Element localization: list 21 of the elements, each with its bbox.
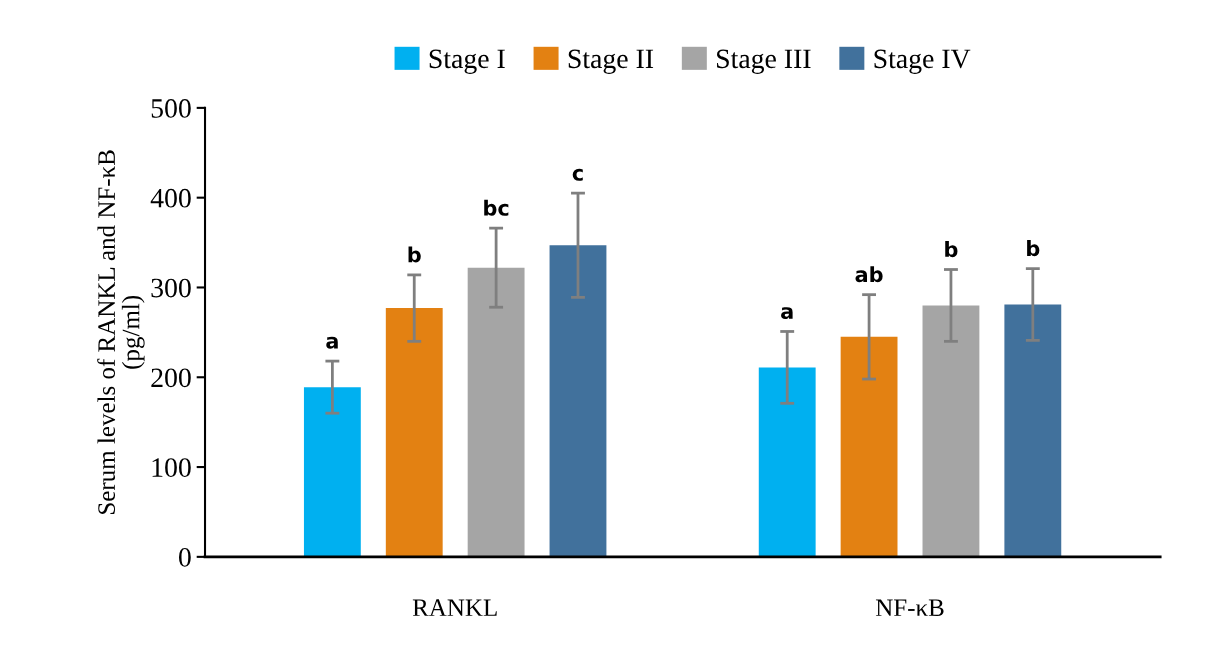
y-tick-label: 300	[151, 278, 191, 298]
data-label: b	[945, 241, 958, 258]
y-tick-label: 0	[179, 548, 191, 567]
data-label: b	[408, 246, 421, 263]
legend-label: Stage I	[429, 49, 505, 74]
data-label: c	[572, 168, 583, 181]
data-label: ab	[855, 266, 883, 283]
data-label: b	[1027, 240, 1040, 257]
data-label: a	[326, 336, 338, 349]
legend-label: Stage II	[568, 49, 654, 74]
legend-label: Stage III	[717, 49, 811, 74]
data-label: a	[781, 307, 793, 320]
x-tick-label: NF-κB	[875, 599, 944, 616]
y-axis-title: Serum levels of RANKL and NF-κB (pg/ml)	[97, 150, 145, 514]
y-tick-label: 500	[151, 99, 191, 118]
data-label: bc	[484, 199, 509, 216]
y-tick-label: 100	[152, 458, 191, 477]
y-tick-label: 400	[150, 188, 191, 208]
x-tick-label: RANKL	[412, 599, 497, 616]
legend-label: Stage IV	[874, 49, 971, 74]
y-tick-label: 200	[151, 368, 191, 388]
